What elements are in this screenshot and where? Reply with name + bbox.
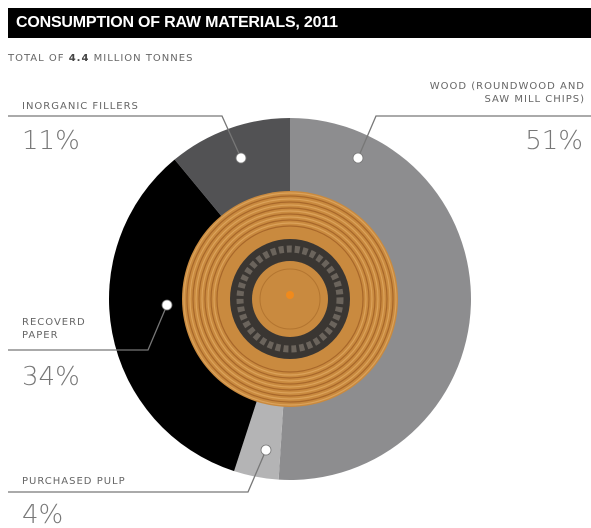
label-dot [260, 444, 272, 456]
log-ring [183, 192, 397, 406]
log-ring [189, 198, 391, 400]
slice-label: PURCHASED PULP [22, 476, 126, 487]
log-ring [186, 195, 394, 403]
core-ring [259, 268, 321, 330]
leader-line [357, 115, 591, 159]
core-dot [286, 291, 294, 299]
log-ring [201, 210, 379, 388]
decoration [182, 191, 398, 407]
value-label: 4% [22, 500, 64, 528]
slice-label: WOOD (ROUNDWOOD AND SAW MILL CHIPS) [429, 81, 585, 105]
label-dot [161, 299, 173, 311]
log-ring [192, 201, 388, 397]
value-label: 51% [525, 126, 583, 156]
leader-line [8, 304, 168, 351]
leader-line [8, 115, 242, 159]
value-label: 11% [22, 126, 80, 156]
log-ring [204, 213, 376, 385]
label-dot [352, 152, 364, 164]
slice-label: INORGANIC FILLERS [22, 101, 139, 112]
log-ring [198, 207, 382, 391]
subtitle-text: MILLION TONNES [93, 53, 194, 64]
log-ring [195, 204, 385, 394]
slice-label: RECOVERD PAPER [22, 317, 86, 341]
value-label: 34% [22, 362, 80, 392]
leader-line [8, 449, 267, 493]
label-dot [235, 152, 247, 164]
subtitle-text: TOTAL OF [8, 53, 65, 64]
chart-title: CONSUMPTION OF RAW MATERIALS, 2011 [8, 8, 591, 38]
log-ring [210, 219, 370, 379]
subtitle-total: 4.4 [68, 53, 90, 64]
subtitle: TOTAL OF 4.4 MILLION TONNES [8, 53, 193, 64]
log-ring [207, 216, 373, 382]
log-ring [216, 225, 364, 373]
bark-inner [236, 245, 344, 353]
log-ring [213, 222, 367, 376]
